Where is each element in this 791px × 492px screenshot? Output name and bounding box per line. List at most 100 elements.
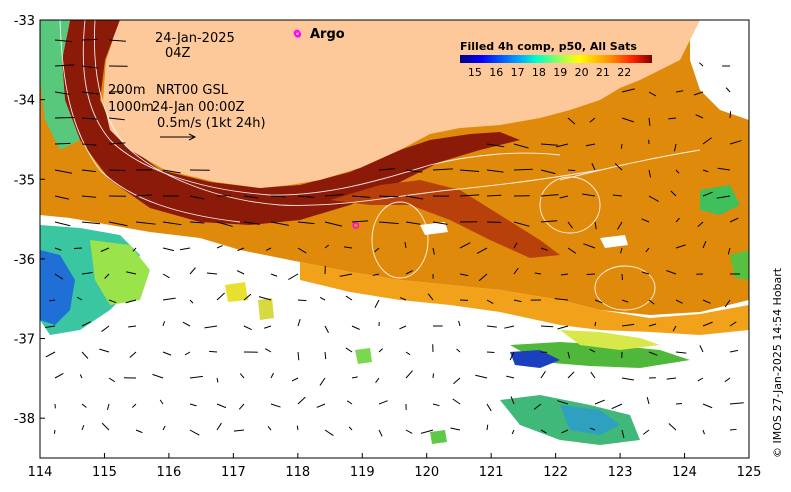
current-arrow [204,325,218,329]
current-arrow [378,348,383,353]
current-arrow [540,143,558,146]
x-tick-label: 122 [543,465,568,480]
current-arrow [590,371,596,379]
current-arrow [189,375,203,379]
current-arrow [324,221,343,227]
current-arrow [648,351,658,356]
colorbar-tick-label: 21 [596,66,610,79]
current-arrow [404,241,407,249]
current-arrow [270,372,274,379]
missing-data-hole-3 [600,235,628,248]
current-arrow [589,117,596,123]
current-arrow [557,325,569,330]
current-arrow [727,247,731,255]
current-arrow [405,195,424,200]
current-arrow [621,299,629,303]
colorbar-tick-label: 18 [532,66,546,79]
current-arrow [81,271,93,275]
current-arrow [243,293,252,301]
current-arrow [351,220,369,223]
current-arrow [641,271,650,275]
teal-patch-sw [560,405,620,435]
y-tick-label: -37 [14,333,35,348]
current-arrow [81,38,98,41]
current-arrow [81,195,97,198]
current-arrow [621,88,635,93]
current-arrow [54,195,70,200]
green-patch-east [700,185,740,215]
x-tick-label: 123 [608,465,633,480]
current-arrow [509,351,515,361]
y-tick-label: -35 [14,173,35,188]
current-arrow [297,319,301,327]
current-arrow [513,299,522,303]
current-arrow [345,347,353,353]
current-arrow [399,325,407,330]
current-arrow [189,403,197,407]
product-time: 24-Jan 00:00Z [152,100,245,115]
current-arrow [405,221,421,225]
current-arrow [243,195,259,199]
current-arrow [297,396,306,405]
current-arrow [108,221,128,227]
current-arrow [297,221,315,225]
y-axis: -33 -34 -35 -36 -37 -38 [14,14,45,427]
current-arrow [666,270,677,275]
current-arrow [486,424,489,431]
current-arrow [339,273,353,277]
current-arrow [405,370,413,379]
current-arrow [693,91,704,96]
current-arrow [372,273,380,276]
current-arrow [324,244,330,249]
current-arrow [316,403,326,408]
current-arrow [297,351,300,361]
current-arrow [378,168,396,171]
current-arrow [162,247,175,252]
current-arrow [54,39,73,43]
y-tick-label: -33 [14,14,35,29]
colorbar-tick-label: 22 [617,66,631,79]
current-arrow [540,429,547,434]
current-arrow [351,325,360,330]
current-arrow [209,350,218,353]
current-arrow [206,272,218,275]
current-arrow [567,247,577,254]
current-arrow [611,403,623,410]
current-arrow [265,247,272,251]
current-arrow [586,273,596,276]
current-arrow [432,168,453,171]
colorbar-title: Filled 4h comp, p50, All Sats [460,40,637,53]
current-arrow [699,62,704,67]
scale-label: 0.5m/s (1kt 24h) [157,116,266,131]
current-arrow [675,217,680,223]
current-arrow [101,422,110,431]
depth-label-1: 200m [108,83,145,98]
current-arrow [297,247,307,254]
current-arrow [675,244,686,249]
current-arrow [101,325,110,332]
current-arrow [478,273,488,282]
credit: © IMOS 27-Jan-2025 14:54 Hobart [771,267,784,458]
current-arrow [729,321,737,327]
current-arrow [81,65,99,69]
current-arrow [100,247,110,252]
current-arrow [453,377,461,385]
current-arrow [81,425,85,431]
current-arrow [702,137,712,145]
current-arrow [557,400,569,405]
current-arrow [513,267,519,275]
leeuwin-current [62,20,520,225]
current-arrow [486,403,492,412]
current-arrow [702,321,713,327]
current-arrow [81,169,96,173]
current-arrow [567,221,573,229]
current-arrow [594,321,597,327]
current-arrow [614,163,623,171]
current-arrow [513,221,530,227]
current-arrow [237,247,245,252]
current-arrow [641,218,650,223]
colorbar [460,55,652,63]
streamlines [59,20,701,311]
current-arrow [617,221,623,230]
current-arrow [594,299,603,304]
